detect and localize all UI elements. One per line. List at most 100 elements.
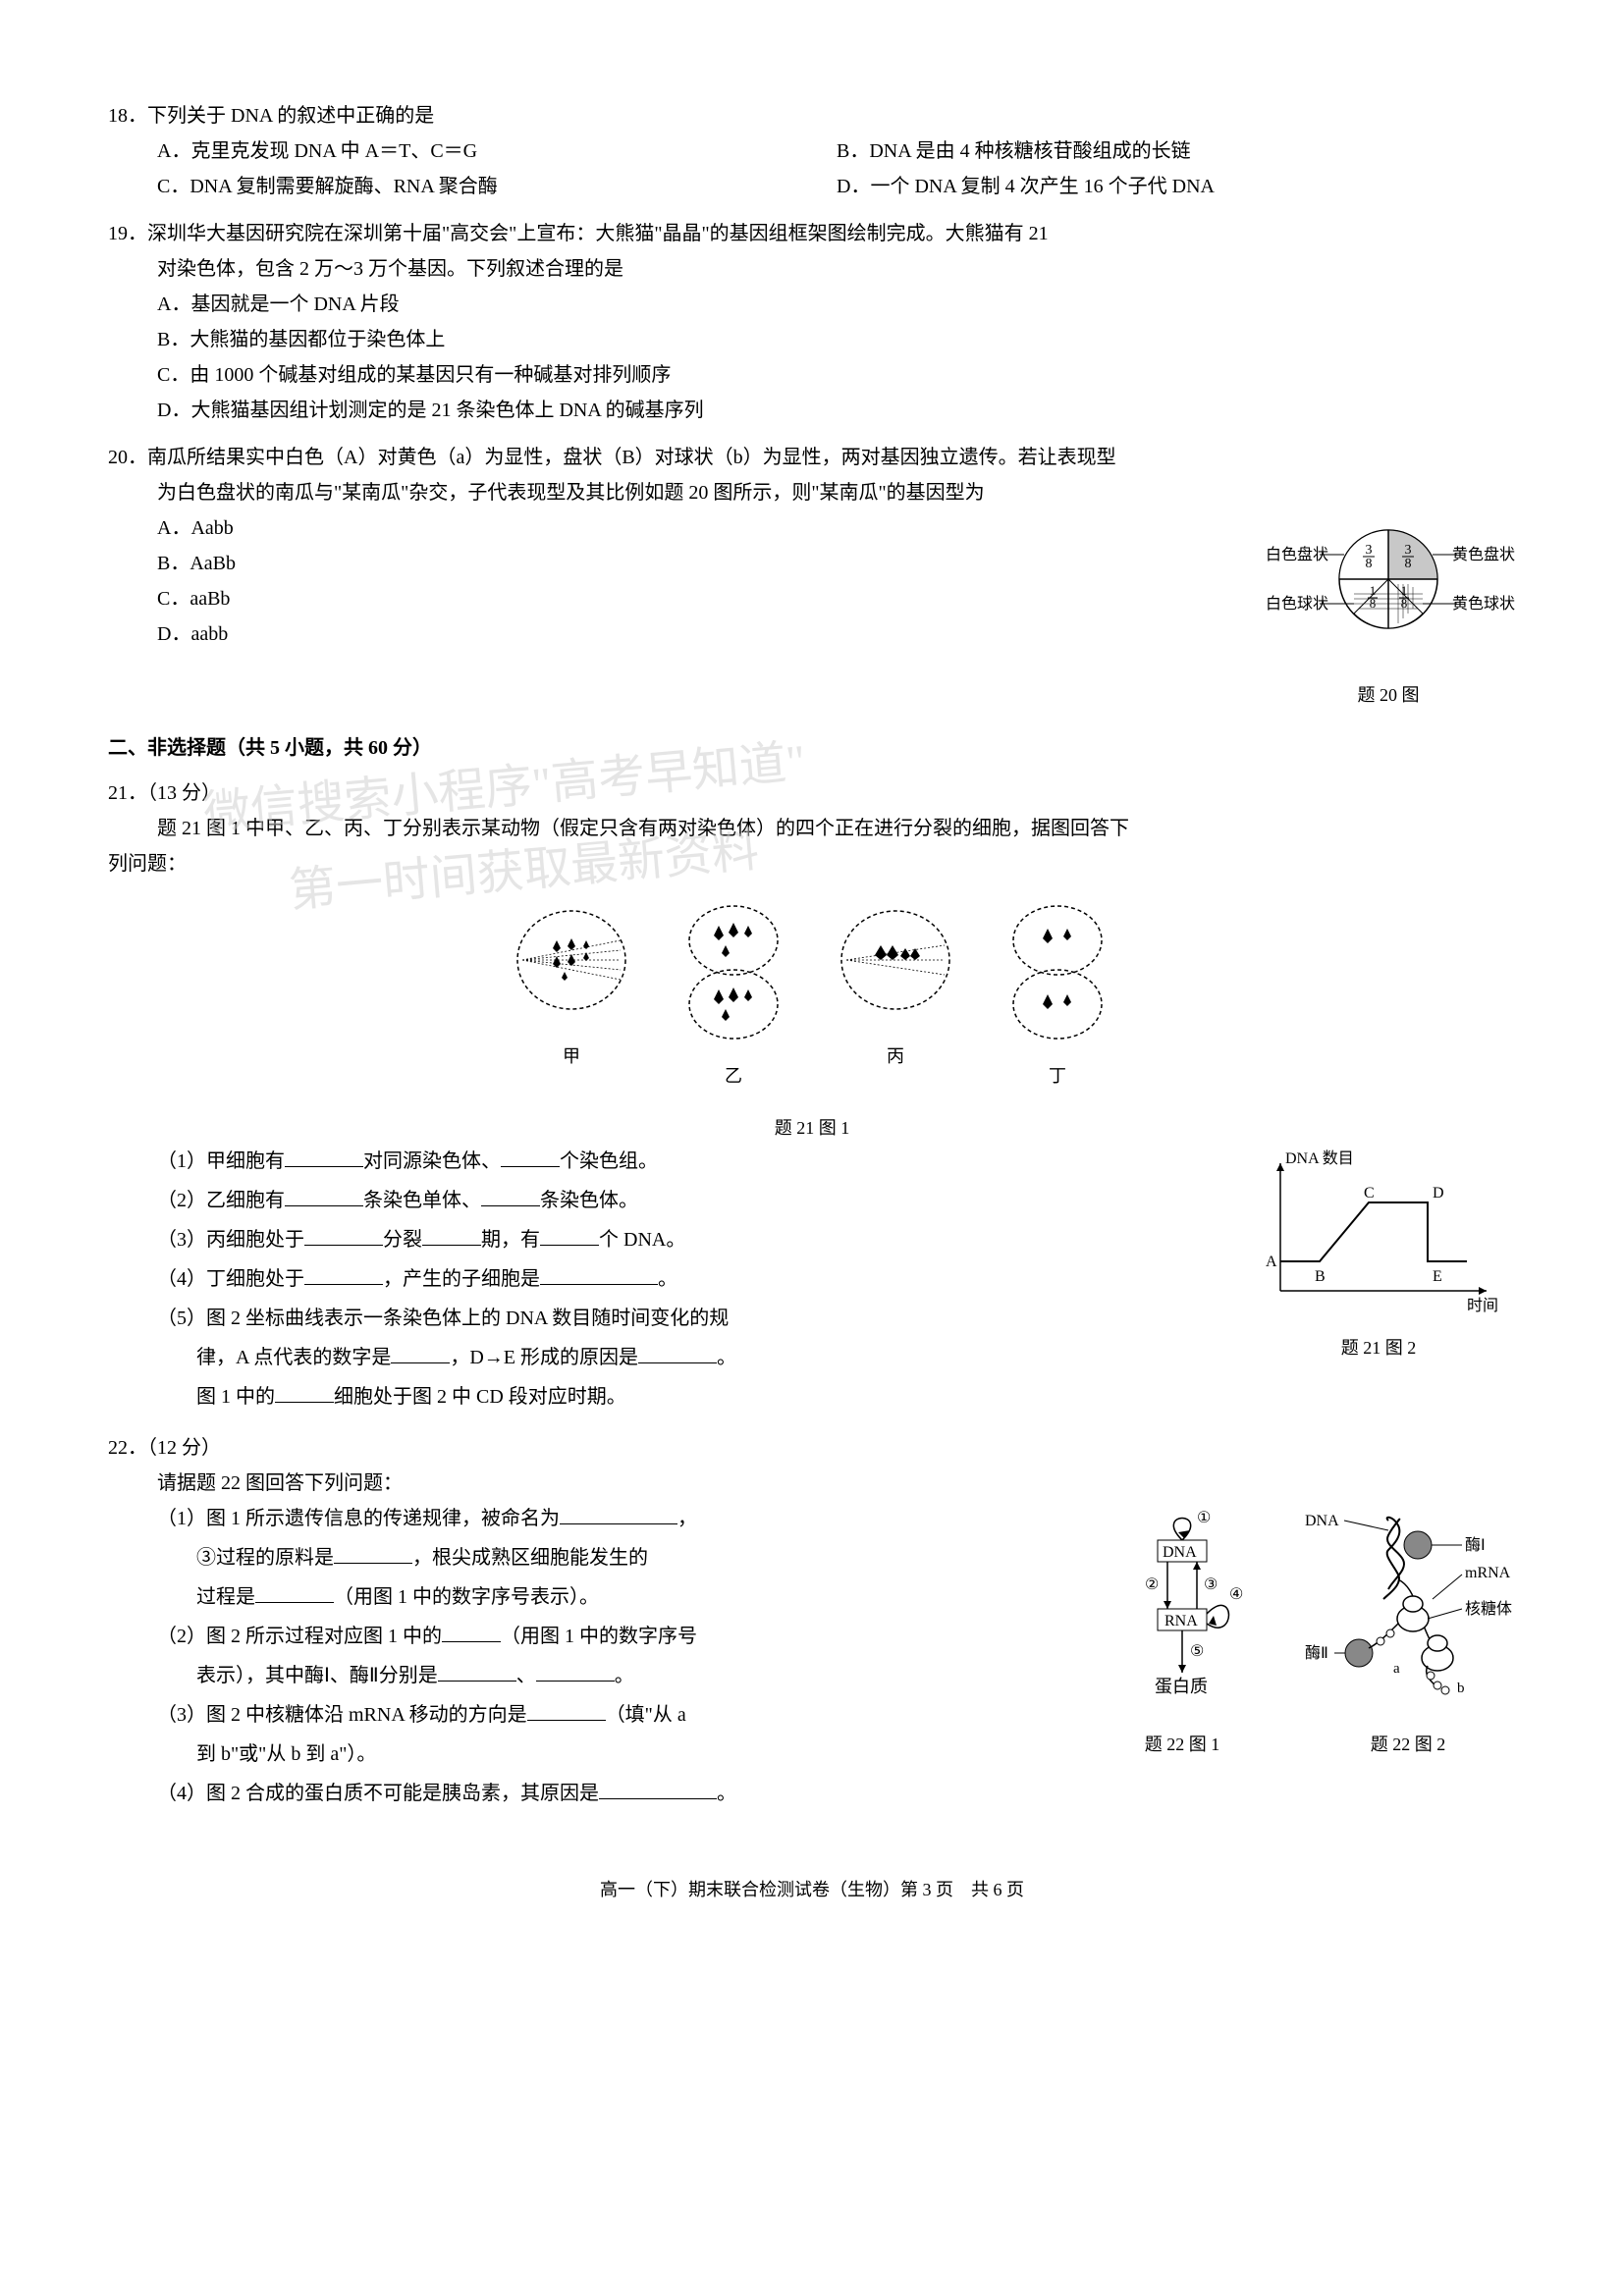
q21-fig2-label: 题 21 图 2 bbox=[1241, 1332, 1516, 1363]
q22-sub1e: 过程是（用图 1 中的数字序号表示）。 bbox=[108, 1579, 1084, 1615]
cell-ding: 丁 bbox=[999, 901, 1116, 1092]
q21-number: 21． bbox=[108, 782, 147, 804]
blank bbox=[285, 1186, 363, 1206]
blank bbox=[540, 1264, 658, 1285]
q22-fig1-label: 题 22 图 1 bbox=[1104, 1729, 1261, 1760]
cell-bing: 丙 bbox=[832, 901, 959, 1092]
blank bbox=[438, 1661, 516, 1682]
blank bbox=[304, 1264, 383, 1285]
pie-label-tl: 白色盘状 bbox=[1266, 545, 1328, 563]
q20-content: A．Aabb B．AaBb C．aaBb D．aabb bbox=[108, 510, 1516, 711]
q22-fig1: ① DNA ② ③ RNA ④ ⑤ 蛋白 bbox=[1104, 1501, 1261, 1760]
q18-number: 18． bbox=[108, 105, 147, 127]
svg-text:⑤: ⑤ bbox=[1190, 1643, 1204, 1660]
svg-text:②: ② bbox=[1145, 1576, 1159, 1593]
q20-pie-figure: 38 38 18 18 白色盘状 黄色盘状 白色球状 黄色球状 题 20 图 bbox=[1261, 510, 1516, 711]
pie-label-br: 黄色球状 bbox=[1452, 595, 1515, 613]
q22-sub1: （1）图 1 所示遗传信息的传递规律，被命名为， bbox=[108, 1501, 1084, 1536]
q19-optB: B．大熊猫的基因都位于染色体上 bbox=[108, 322, 1516, 357]
q22-number: 22． bbox=[108, 1437, 147, 1459]
svg-text:核糖体: 核糖体 bbox=[1465, 1600, 1512, 1618]
q20-optD: D．aabb bbox=[108, 616, 1241, 652]
blank bbox=[285, 1147, 363, 1167]
svg-text:b: b bbox=[1457, 1681, 1465, 1696]
q22-sub3c: 到 b"或"从 b 到 a"）。 bbox=[108, 1736, 1084, 1772]
blank bbox=[536, 1661, 615, 1682]
q21-subs: （1）甲细胞有对同源染色体、个染色组。 （2）乙细胞有条染色单体、条染色体。 （… bbox=[108, 1144, 1241, 1418]
q21-sub5: （5）图 2 坐标曲线表示一条染色体上的 DNA 数目随时间变化的规 bbox=[108, 1301, 1241, 1336]
svg-text:蛋白质: 蛋白质 bbox=[1155, 1677, 1208, 1696]
q20-fig-label: 题 20 图 bbox=[1261, 679, 1516, 711]
svg-text:a: a bbox=[1393, 1661, 1400, 1677]
svg-text:C: C bbox=[1364, 1185, 1375, 1201]
svg-text:酶Ⅱ: 酶Ⅱ bbox=[1305, 1644, 1328, 1662]
svg-text:mRNA: mRNA bbox=[1465, 1565, 1511, 1581]
q22-sub2c: 表示），其中酶Ⅰ、酶Ⅱ分别是、。 bbox=[108, 1658, 1084, 1693]
q18-optA: A．克里克发现 DNA 中 A＝T、C＝G bbox=[157, 133, 837, 169]
svg-text:DNA: DNA bbox=[1305, 1513, 1339, 1529]
blank bbox=[501, 1147, 560, 1167]
q19-stem2: 对染色体，包含 2 万～3 万个基因。下列叙述合理的是 bbox=[108, 251, 1516, 287]
q20-number: 20． bbox=[108, 447, 147, 468]
q18-options-row1: A．克里克发现 DNA 中 A＝T、C＝G B．DNA 是由 4 种核糖核苷酸组… bbox=[108, 133, 1516, 169]
blank bbox=[255, 1582, 334, 1603]
q19-stem: 19．深圳华大基因研究院在深圳第十届"高交会"上宣布：大熊猫"晶晶"的基因组框架… bbox=[108, 216, 1516, 251]
svg-text:DNA 数目: DNA 数目 bbox=[1285, 1149, 1354, 1167]
svg-text:④: ④ bbox=[1229, 1586, 1243, 1603]
q22-figures: ① DNA ② ③ RNA ④ ⑤ 蛋白 bbox=[1104, 1501, 1516, 1760]
pie-chart-svg: 38 38 18 18 白色盘状 黄色盘状 白色球状 黄色球状 bbox=[1261, 510, 1516, 667]
q22-fig2: DNA 酶Ⅰ mRNA 核糖体 酶 bbox=[1300, 1501, 1516, 1760]
q21-sub1: （1）甲细胞有对同源染色体、个染色组。 bbox=[108, 1144, 1241, 1179]
q21-head: 21．（13 分） bbox=[108, 775, 1516, 811]
pie-label-bl: 白色球状 bbox=[1266, 595, 1328, 613]
svg-text:E: E bbox=[1433, 1268, 1442, 1285]
svg-text:时间: 时间 bbox=[1467, 1297, 1498, 1314]
q19-optC: C．由 1000 个碱基对组成的某基因只有一种碱基对排列顺序 bbox=[108, 357, 1516, 393]
q22-fig2-label: 题 22 图 2 bbox=[1300, 1729, 1516, 1760]
q20-optA: A．Aabb bbox=[108, 510, 1241, 546]
q18-options-row2: C．DNA 复制需要解旋酶、RNA 聚合酶 D．一个 DNA 复制 4 次产生 … bbox=[108, 169, 1516, 204]
q21-sub3: （3）丙细胞处于分裂期，有个 DNA。 bbox=[108, 1222, 1241, 1257]
q20-stem2: 为白色盘状的南瓜与"某南瓜"杂交，子代表现型及其比例如题 20 图所示，则"某南… bbox=[108, 475, 1516, 510]
blank bbox=[527, 1700, 606, 1721]
q22-head: 22．（12 分） bbox=[108, 1430, 1516, 1466]
q22-stem: 请据题 22 图回答下列问题： bbox=[108, 1466, 1516, 1501]
q22-sub3: （3）图 2 中核糖体沿 mRNA 移动的方向是（填"从 a bbox=[108, 1697, 1084, 1733]
blank bbox=[560, 1504, 677, 1524]
q21-stem1: 题 21 图 1 中甲、乙、丙、丁分别表示某动物（假定只含有两对染色体）的四个正… bbox=[108, 811, 1516, 846]
q21-sub2: （2）乙细胞有条染色单体、条染色体。 bbox=[108, 1183, 1241, 1218]
q21-sub5b: 律，A 点代表的数字是，D→E 形成的原因是。 bbox=[108, 1340, 1241, 1375]
q21-sub5e: 图 1 中的细胞处于图 2 中 CD 段对应时期。 bbox=[108, 1379, 1241, 1415]
q20-optC: C．aaBb bbox=[108, 581, 1241, 616]
q18-stem: 18．下列关于 DNA 的叙述中正确的是 bbox=[108, 98, 1516, 133]
question-20: 20．南瓜所结果实中白色（A）对黄色（a）为显性，盘状（B）对球状（b）为显性，… bbox=[108, 440, 1516, 711]
svg-text:B: B bbox=[1315, 1268, 1326, 1285]
svg-text:18: 18 bbox=[1370, 583, 1377, 611]
blank bbox=[599, 1779, 717, 1799]
question-19: 19．深圳华大基因研究院在深圳第十届"高交会"上宣布：大熊猫"晶晶"的基因组框架… bbox=[108, 216, 1516, 428]
svg-text:18: 18 bbox=[1401, 583, 1408, 611]
q19-optA: A．基因就是一个 DNA 片段 bbox=[108, 287, 1516, 322]
q21-stem2: 列问题： bbox=[108, 846, 1516, 881]
q22-content: （1）图 1 所示遗传信息的传递规律，被命名为， ③过程的原料是，根尖成熟区细胞… bbox=[108, 1501, 1516, 1815]
pie-label-tr: 黄色盘状 bbox=[1452, 545, 1515, 563]
svg-text:RNA: RNA bbox=[1164, 1613, 1198, 1629]
q18-optC: C．DNA 复制需要解旋酶、RNA 聚合酶 bbox=[157, 169, 837, 204]
q21-cell-diagrams: 甲 乙 bbox=[108, 901, 1516, 1092]
svg-text:D: D bbox=[1433, 1185, 1444, 1201]
question-21: 21．（13 分） 题 21 图 1 中甲、乙、丙、丁分别表示某动物（假定只含有… bbox=[108, 775, 1516, 1418]
q21-fig1-label: 题 21 图 1 bbox=[108, 1112, 1516, 1144]
blank bbox=[304, 1225, 383, 1246]
section-2-header: 二、非选择题（共 5 小题，共 60 分） bbox=[108, 730, 1516, 766]
page-footer: 高一（下）期末联合检测试卷（生物）第 3 页 共 6 页 bbox=[108, 1874, 1516, 1905]
cell-jia: 甲 bbox=[508, 901, 635, 1092]
blank bbox=[422, 1225, 481, 1246]
q22-subs: （1）图 1 所示遗传信息的传递规律，被命名为， ③过程的原料是，根尖成熟区细胞… bbox=[108, 1501, 1084, 1815]
q21-subs-wrap: （1）甲细胞有对同源染色体、个染色组。 （2）乙细胞有条染色单体、条染色体。 （… bbox=[108, 1144, 1516, 1418]
blank bbox=[391, 1343, 450, 1363]
svg-text:酶Ⅰ: 酶Ⅰ bbox=[1465, 1536, 1486, 1554]
question-22: 22．（12 分） 请据题 22 图回答下列问题： （1）图 1 所示遗传信息的… bbox=[108, 1430, 1516, 1815]
q22-sub1c: ③过程的原料是，根尖成熟区细胞能发生的 bbox=[108, 1540, 1084, 1575]
q21-sub4: （4）丁细胞处于，产生的子细胞是。 bbox=[108, 1261, 1241, 1297]
blank bbox=[540, 1225, 599, 1246]
